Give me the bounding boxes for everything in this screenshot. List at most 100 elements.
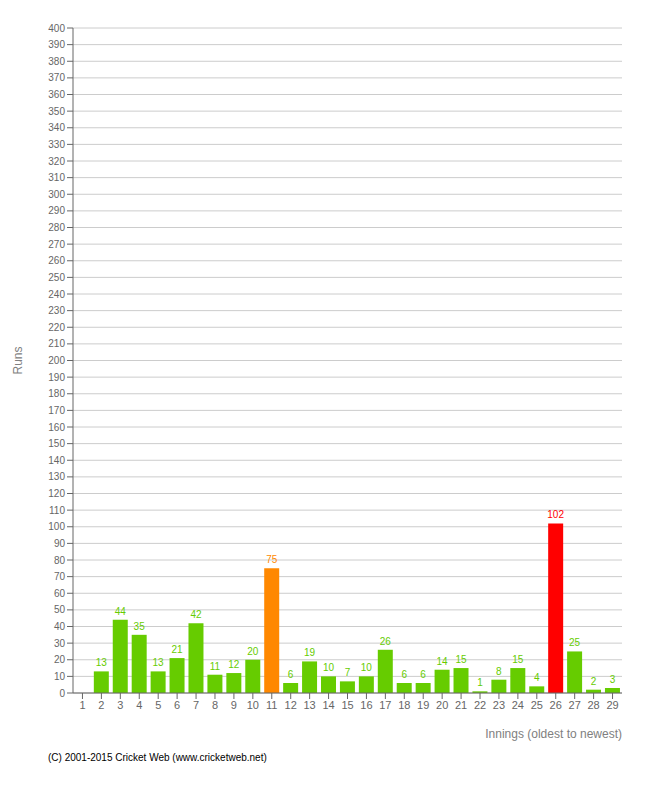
- svg-text:6: 6: [401, 669, 407, 680]
- svg-text:44: 44: [115, 606, 127, 617]
- svg-text:270: 270: [48, 239, 65, 250]
- svg-text:50: 50: [54, 604, 66, 615]
- svg-text:140: 140: [48, 455, 65, 466]
- svg-text:21: 21: [455, 699, 467, 711]
- svg-text:13: 13: [153, 657, 165, 668]
- svg-text:17: 17: [379, 699, 391, 711]
- svg-text:180: 180: [48, 388, 65, 399]
- svg-text:4: 4: [136, 699, 142, 711]
- svg-text:70: 70: [54, 571, 66, 582]
- svg-text:190: 190: [48, 372, 65, 383]
- svg-text:8: 8: [496, 666, 502, 677]
- svg-text:28: 28: [587, 699, 599, 711]
- svg-text:102: 102: [547, 509, 564, 520]
- svg-text:1: 1: [477, 677, 483, 688]
- svg-text:310: 310: [48, 172, 65, 183]
- svg-text:6: 6: [420, 669, 426, 680]
- svg-text:42: 42: [190, 609, 202, 620]
- svg-text:11: 11: [266, 699, 277, 711]
- svg-text:290: 290: [48, 205, 65, 216]
- svg-text:150: 150: [48, 438, 65, 449]
- svg-text:300: 300: [48, 189, 65, 200]
- svg-text:320: 320: [48, 156, 65, 167]
- svg-text:25: 25: [531, 699, 543, 711]
- svg-text:130: 130: [48, 471, 65, 482]
- svg-text:100: 100: [48, 521, 65, 532]
- svg-text:6: 6: [174, 699, 180, 711]
- svg-text:7: 7: [345, 667, 351, 678]
- svg-text:Innings (oldest to newest): Innings (oldest to newest): [485, 727, 622, 741]
- svg-text:260: 260: [48, 255, 65, 266]
- svg-text:0: 0: [59, 688, 65, 699]
- svg-text:3: 3: [117, 699, 123, 711]
- svg-text:400: 400: [48, 23, 65, 34]
- svg-text:20: 20: [436, 699, 448, 711]
- svg-text:2: 2: [98, 699, 104, 711]
- svg-text:9: 9: [231, 699, 237, 711]
- svg-text:15: 15: [512, 654, 524, 665]
- svg-text:220: 220: [48, 322, 65, 333]
- svg-text:90: 90: [54, 538, 66, 549]
- svg-text:10: 10: [247, 699, 259, 711]
- svg-text:Runs: Runs: [11, 346, 25, 374]
- svg-text:370: 370: [48, 72, 65, 83]
- svg-text:8: 8: [212, 699, 218, 711]
- svg-text:60: 60: [54, 588, 66, 599]
- svg-text:10: 10: [323, 662, 335, 673]
- svg-text:250: 250: [48, 272, 65, 283]
- svg-text:330: 330: [48, 139, 65, 150]
- svg-text:170: 170: [48, 405, 65, 416]
- svg-text:16: 16: [360, 699, 372, 711]
- svg-text:2: 2: [591, 676, 597, 687]
- svg-text:240: 240: [48, 289, 65, 300]
- svg-text:12: 12: [285, 699, 297, 711]
- svg-text:120: 120: [48, 488, 65, 499]
- svg-text:13: 13: [304, 699, 316, 711]
- svg-text:14: 14: [322, 699, 334, 711]
- svg-text:380: 380: [48, 56, 65, 67]
- svg-text:4: 4: [534, 672, 540, 683]
- svg-text:360: 360: [48, 89, 65, 100]
- svg-text:27: 27: [569, 699, 581, 711]
- svg-text:26: 26: [550, 699, 562, 711]
- svg-text:5: 5: [155, 699, 161, 711]
- svg-text:13: 13: [96, 657, 108, 668]
- svg-text:24: 24: [512, 699, 524, 711]
- svg-text:200: 200: [48, 355, 65, 366]
- svg-text:210: 210: [48, 338, 65, 349]
- svg-text:21: 21: [171, 644, 183, 655]
- svg-text:14: 14: [437, 656, 449, 667]
- svg-text:18: 18: [398, 699, 410, 711]
- svg-text:3: 3: [610, 674, 616, 685]
- svg-text:35: 35: [134, 621, 146, 632]
- svg-text:22: 22: [474, 699, 486, 711]
- svg-text:350: 350: [48, 106, 65, 117]
- svg-text:29: 29: [606, 699, 618, 711]
- svg-text:30: 30: [54, 638, 66, 649]
- svg-text:40: 40: [54, 621, 66, 632]
- svg-text:25: 25: [569, 637, 581, 648]
- svg-text:6: 6: [288, 669, 294, 680]
- svg-text:230: 230: [48, 305, 65, 316]
- svg-text:390: 390: [48, 39, 65, 50]
- svg-text:11: 11: [210, 661, 221, 672]
- svg-text:19: 19: [304, 647, 316, 658]
- svg-text:12: 12: [228, 659, 240, 670]
- svg-text:340: 340: [48, 122, 65, 133]
- svg-text:7: 7: [193, 699, 199, 711]
- svg-text:1: 1: [79, 699, 85, 711]
- svg-text:20: 20: [54, 654, 66, 665]
- svg-text:10: 10: [361, 662, 373, 673]
- svg-text:15: 15: [455, 654, 467, 665]
- svg-text:80: 80: [54, 555, 66, 566]
- svg-text:110: 110: [49, 505, 65, 516]
- svg-text:19: 19: [417, 699, 429, 711]
- svg-text:23: 23: [493, 699, 505, 711]
- svg-text:26: 26: [380, 636, 392, 647]
- svg-text:20: 20: [247, 646, 259, 657]
- svg-text:280: 280: [48, 222, 65, 233]
- svg-text:75: 75: [266, 554, 278, 565]
- svg-text:160: 160: [48, 422, 65, 433]
- svg-text:15: 15: [341, 699, 353, 711]
- svg-text:10: 10: [54, 671, 66, 682]
